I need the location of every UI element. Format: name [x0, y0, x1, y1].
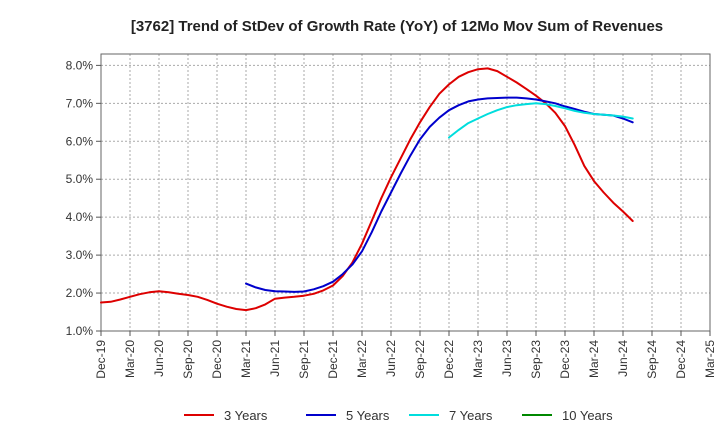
y-tick-label: 2.0%	[66, 286, 94, 300]
legend-item-7-years: 7 Years	[409, 408, 493, 423]
y-tick-label: 3.0%	[66, 248, 94, 262]
legend-item-5-years: 5 Years	[306, 408, 390, 423]
y-tick-label: 6.0%	[66, 134, 94, 148]
legend-label: 5 Years	[346, 408, 390, 423]
x-tick-label: Mar-20	[123, 340, 137, 378]
x-tick-label: Dec-20	[210, 340, 224, 379]
legend-label: 10 Years	[562, 408, 613, 423]
x-tick-label: Jun-22	[384, 340, 398, 377]
x-tick-label: Dec-22	[442, 340, 456, 379]
x-tick-label: Dec-23	[558, 340, 572, 379]
x-axis: Dec-19 Mar-20 Jun-20 Sep-20 Dec-20 Mar-21 Jun-…	[94, 331, 717, 379]
y-tick-label: 1.0%	[66, 324, 94, 338]
x-tick-label: Sep-23	[529, 340, 543, 379]
chart-title: [3762] Trend of StDev of Growth Rate (Yo…	[131, 18, 663, 35]
grid	[101, 54, 710, 332]
legend-item-3-years: 3 Years	[184, 408, 268, 423]
x-tick-label: Mar-23	[471, 340, 485, 378]
y-tick-label: 8.0%	[66, 58, 94, 72]
x-tick-label: Sep-24	[645, 340, 659, 379]
y-tick-label: 4.0%	[66, 210, 94, 224]
y-tick-label: 7.0%	[66, 96, 94, 110]
x-tick-label: Mar-22	[355, 340, 369, 378]
x-tick-label: Dec-24	[674, 340, 688, 379]
x-tick-label: Sep-20	[181, 340, 195, 379]
series-line-5-years	[245, 96, 634, 293]
series-line-7-years	[448, 102, 634, 139]
x-tick-label: Jun-24	[616, 340, 630, 377]
plot-frame	[100, 53, 711, 332]
x-tick-label: Dec-19	[94, 340, 108, 379]
legend: 3 Years 5 Years 7 Years 10 Years	[184, 408, 613, 423]
legend-label: 3 Years	[224, 408, 268, 423]
x-tick-label: Jun-20	[152, 340, 166, 377]
x-tick-label: Jun-23	[500, 340, 514, 377]
x-tick-label: Mar-25	[703, 340, 717, 378]
x-tick-label: Sep-21	[297, 340, 311, 379]
x-tick-label: Sep-22	[413, 340, 427, 379]
x-tick-label: Dec-21	[326, 340, 340, 379]
x-tick-label: Jun-21	[268, 340, 282, 377]
legend-item-10-years: 10 Years	[522, 408, 613, 423]
x-tick-label: Mar-21	[239, 340, 253, 378]
series-lines	[100, 67, 634, 312]
plot-area-border	[100, 53, 711, 332]
x-tick-label: Mar-24	[587, 340, 601, 378]
y-tick-label: 5.0%	[66, 172, 94, 186]
y-axis: 1.0% 2.0% 3.0% 4.0% 5.0% 6.0% 7.0% 8.0%	[66, 58, 101, 338]
legend-label: 7 Years	[449, 408, 493, 423]
